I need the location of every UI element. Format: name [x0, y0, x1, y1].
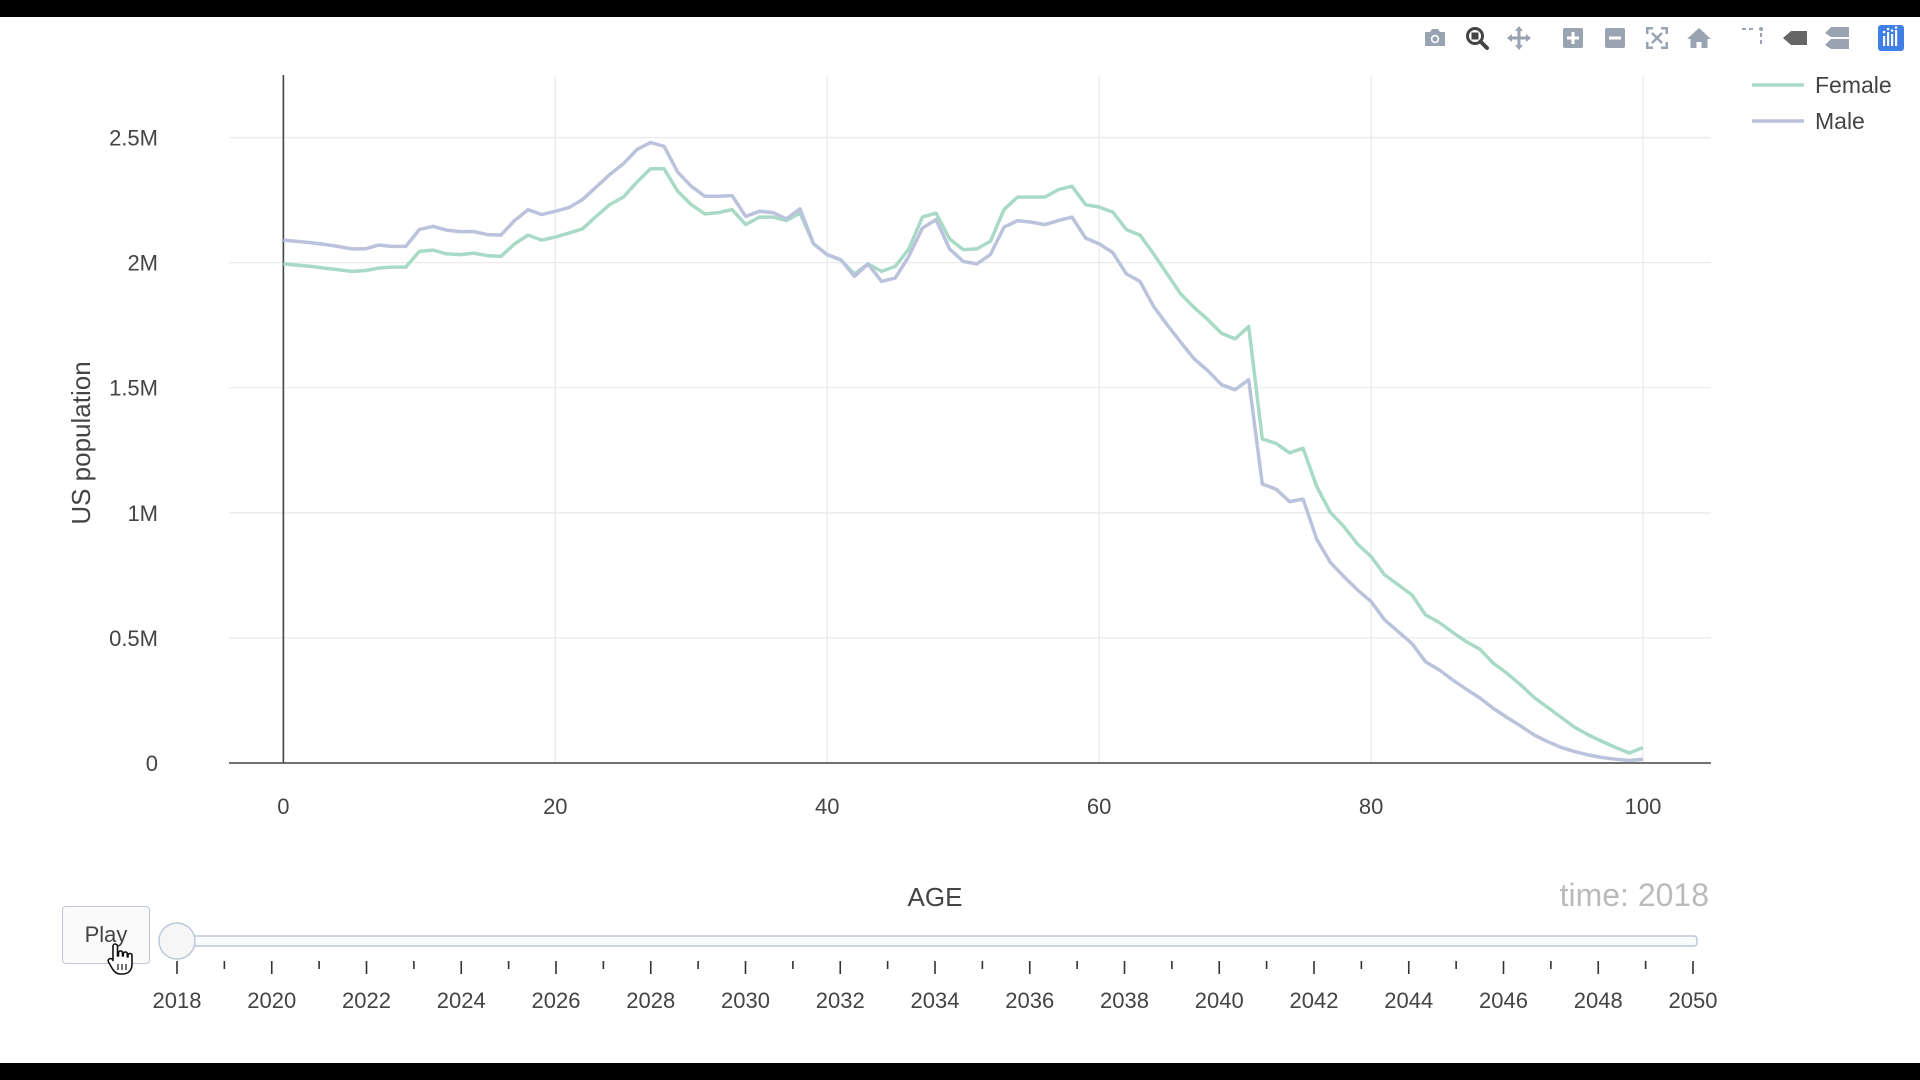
zoom-in-button[interactable]: [1552, 20, 1594, 56]
camera-icon: [1425, 29, 1445, 46]
y-tick-label: 2.5M: [109, 126, 158, 151]
series-lines[interactable]: [283, 140, 1644, 763]
slider-step-label[interactable]: 2022: [342, 988, 391, 1013]
hover-compare-button[interactable]: [1816, 20, 1858, 56]
pan-icon: [1507, 26, 1531, 50]
slider-step-label[interactable]: 2024: [437, 988, 486, 1013]
x-tick-label: 100: [1625, 794, 1662, 819]
plotly-logo-icon: [1878, 25, 1904, 51]
legend[interactable]: Female Male: [1752, 72, 1892, 134]
slider-step-label[interactable]: 2020: [247, 988, 296, 1013]
slider-step-label[interactable]: 2026: [532, 988, 581, 1013]
x-tick-label: 20: [543, 794, 567, 819]
series-line-female[interactable]: [283, 167, 1644, 755]
modebar: [1414, 20, 1912, 56]
home-button[interactable]: [1678, 20, 1720, 56]
x-axis-title: AGE: [908, 882, 963, 912]
y-tick-label: 1.5M: [109, 376, 158, 401]
y-tick-label: 2M: [127, 251, 158, 276]
x-tick-label: 40: [815, 794, 839, 819]
y-tick-label: 0.5M: [109, 626, 158, 651]
zoom-icon: [1466, 27, 1489, 50]
x-tick-label: 60: [1087, 794, 1111, 819]
legend-label: Female: [1815, 72, 1892, 98]
slider-step-label[interactable]: 2050: [1669, 988, 1718, 1013]
slider-step-label[interactable]: 2040: [1195, 988, 1244, 1013]
hover-closest-button[interactable]: [1774, 20, 1816, 56]
series-line-male[interactable]: [283, 140, 1644, 763]
legend-item-male[interactable]: Male: [1752, 108, 1865, 134]
slider-step-label[interactable]: 2034: [911, 988, 960, 1013]
hover-closest-icon: [1783, 31, 1807, 45]
play-button[interactable]: Play: [62, 906, 150, 964]
legend-label: Male: [1815, 108, 1865, 134]
zoom-out-icon: [1605, 28, 1625, 48]
x-tick-label: 80: [1359, 794, 1383, 819]
slider-step-label[interactable]: 2042: [1290, 988, 1339, 1013]
slider-step-label[interactable]: 2018: [153, 988, 202, 1013]
slider-step-label[interactable]: 2048: [1574, 988, 1623, 1013]
slider-step-label[interactable]: 2030: [721, 988, 770, 1013]
spike-lines-button[interactable]: [1732, 20, 1774, 56]
chart-figure: 0 20 40 60 80 100 0 0.5M 1M 1.5M 2M 2.5M AGE US pop…: [0, 17, 1920, 1063]
time-slider[interactable]: 2018 2020 2022 2024 2026 2028 2030 2032 2034 2036…: [153, 922, 1718, 1013]
slider-step-label[interactable]: 2046: [1479, 988, 1528, 1013]
slider-step-label[interactable]: 2028: [626, 988, 675, 1013]
pan-button[interactable]: [1498, 20, 1540, 56]
slider-step-label[interactable]: 2032: [816, 988, 865, 1013]
home-icon: [1687, 28, 1711, 48]
x-tick-label: 0: [277, 794, 289, 819]
spike-lines-icon: [1742, 27, 1763, 44]
tick-labels: 0 20 40 60 80 100 0 0.5M 1M 1.5M 2M 2.5M: [109, 126, 1661, 819]
zoom-out-button[interactable]: [1594, 20, 1636, 56]
slider-handle[interactable]: [158, 922, 196, 960]
plotly-logo-button[interactable]: [1870, 20, 1912, 56]
slider-step-label[interactable]: 2044: [1384, 988, 1433, 1013]
slider-step-label[interactable]: 2038: [1100, 988, 1149, 1013]
axes: [229, 75, 1711, 764]
autoscale-button[interactable]: [1636, 20, 1678, 56]
slider-step-label[interactable]: 2036: [1005, 988, 1054, 1013]
autoscale-icon: [1646, 27, 1668, 49]
zoom-button[interactable]: [1456, 20, 1498, 56]
y-axis-title: US population: [66, 361, 96, 524]
y-tick-label: 1M: [127, 501, 158, 526]
slider-current-value-label: time: 2018: [1560, 877, 1709, 913]
hover-compare-icon: [1825, 27, 1849, 49]
slider-rail[interactable]: [159, 935, 1698, 947]
camera-button[interactable]: [1414, 20, 1456, 56]
legend-item-female[interactable]: Female: [1752, 72, 1892, 98]
zoom-in-icon: [1563, 28, 1583, 48]
y-tick-label: 0: [146, 751, 158, 776]
